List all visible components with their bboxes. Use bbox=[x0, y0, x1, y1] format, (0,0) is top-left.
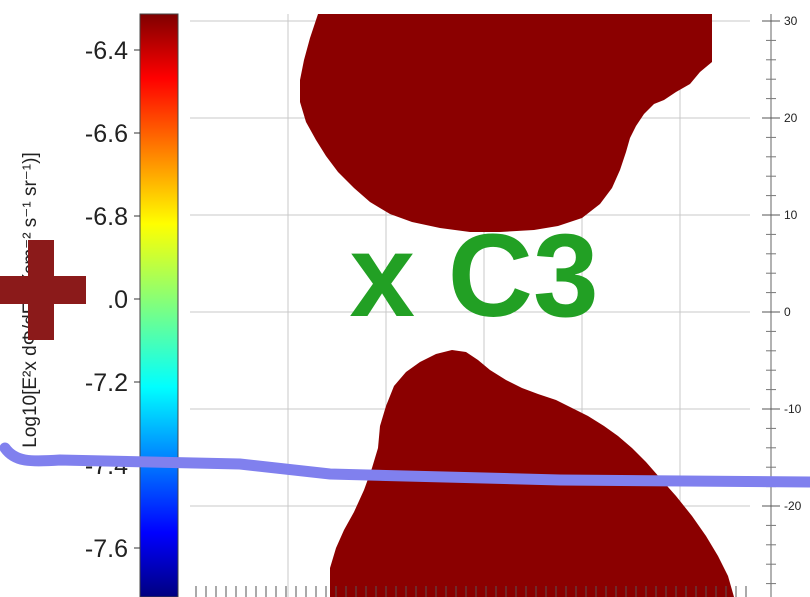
colorbar-tick-label: -6.8 bbox=[85, 203, 128, 231]
map-panel bbox=[190, 14, 750, 597]
right-axis-tick-label: 20 bbox=[784, 111, 798, 125]
colorbar-tick-label: -6.4 bbox=[85, 37, 128, 65]
right-axis-tick-label: 0 bbox=[784, 305, 791, 319]
right-axis-tick-label: -10 bbox=[784, 402, 802, 416]
right-axis-tick-label: 30 bbox=[784, 14, 798, 28]
overlay-curve bbox=[0, 442, 810, 488]
bottom-minor-ticks bbox=[195, 586, 747, 597]
cross-marker-icon bbox=[0, 240, 86, 340]
right-axis-ticks: 30 20 10 0 -10 -20 bbox=[762, 14, 802, 513]
colorbar-tick-label: -7.6 bbox=[85, 535, 128, 563]
colorbar-tick-label: -7.2 bbox=[85, 369, 128, 397]
overlay-label: x C3 bbox=[349, 210, 598, 342]
colorbar-tick-label: .0 bbox=[107, 286, 128, 314]
colorbar-ticks: -6.4-6.6-6.8.0-7.2-7.4-7.6 bbox=[85, 37, 140, 563]
colorbar bbox=[139, 13, 179, 597]
right-axis-tick-label: 10 bbox=[784, 208, 798, 222]
right-axis-tick-label: -20 bbox=[784, 499, 802, 513]
upper-region bbox=[300, 14, 712, 232]
lower-region bbox=[330, 350, 734, 597]
colorbar-tick-label: -6.6 bbox=[85, 120, 128, 148]
